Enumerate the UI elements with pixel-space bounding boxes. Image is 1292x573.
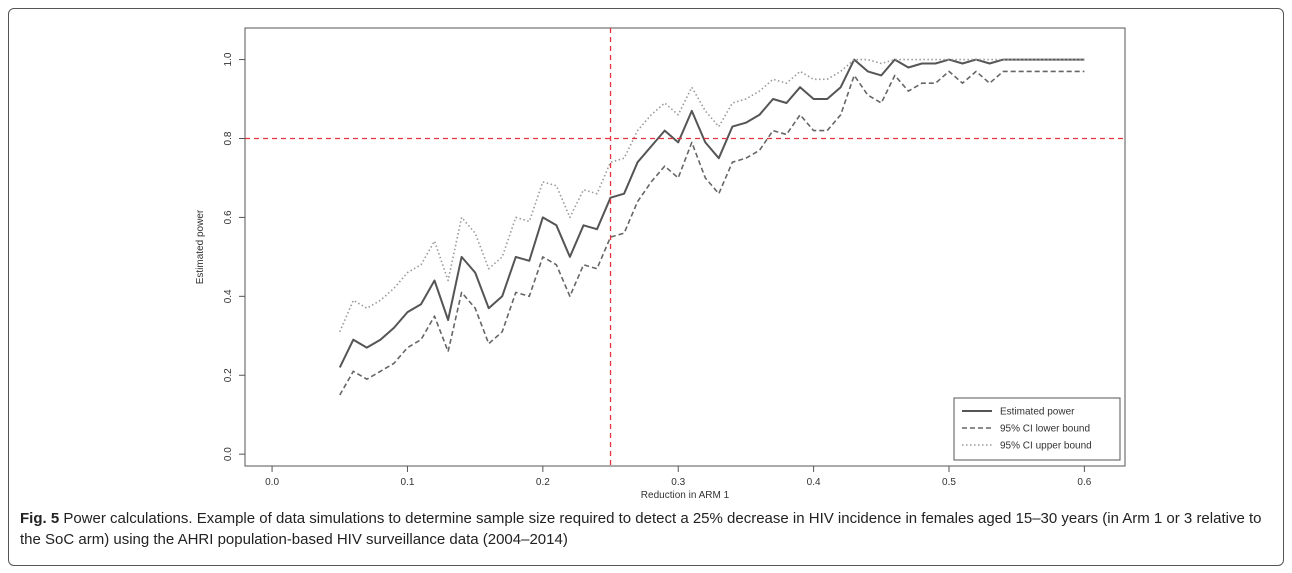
y-axis: 0.0 0.2 0.4 0.6 0.8 1.0 bbox=[223, 52, 245, 461]
x-tick-label: 0.0 bbox=[265, 477, 279, 488]
legend-box bbox=[953, 397, 1121, 461]
x-tick-label: 0.6 bbox=[1077, 477, 1091, 488]
legend-label: Estimated power bbox=[1000, 407, 1075, 418]
legend-label: 95% CI lower bound bbox=[1000, 424, 1090, 435]
x-tick-label: 0.5 bbox=[942, 477, 956, 488]
legend-label: 95% CI upper bound bbox=[1000, 441, 1092, 452]
series-line-ci-upper bbox=[339, 58, 1085, 333]
x-tick-label: 0.4 bbox=[807, 477, 821, 488]
series-layer bbox=[338, 58, 1085, 396]
y-tick-label: 0.4 bbox=[223, 289, 234, 303]
x-axis: 0.0 0.1 0.2 0.3 0.4 0.5 0.6 bbox=[265, 466, 1092, 488]
y-tick-label: 0.0 bbox=[223, 447, 234, 461]
x-tick-label: 0.3 bbox=[671, 477, 685, 488]
reference-lines bbox=[245, 28, 1125, 466]
caption-label: Fig. 5 bbox=[20, 510, 60, 527]
figure-caption: Fig. 5 Power calculations. Example of da… bbox=[20, 508, 1270, 550]
x-tick-label: 0.2 bbox=[536, 477, 550, 488]
series-line-ci-lower bbox=[339, 70, 1085, 396]
y-tick-label: 0.8 bbox=[223, 131, 234, 145]
y-tick-label: 1.0 bbox=[223, 52, 234, 66]
plot-box bbox=[244, 27, 1126, 467]
power-chart: 0.0 0.1 0.2 0.3 0.4 0.5 0.6 0.0 0.2 0.4 0.6 0.8 1.0… bbox=[195, 27, 1126, 501]
x-axis-title: Reduction in ARM 1 bbox=[641, 490, 730, 501]
y-tick-label: 0.6 bbox=[223, 210, 234, 224]
series-line-estimated-power bbox=[338, 58, 1085, 368]
legend: Estimated power 95% CI lower bound 95% CI … bbox=[953, 397, 1121, 461]
caption-text: Power calculations. Example of data simu… bbox=[20, 510, 1262, 548]
figure-frame bbox=[8, 8, 1284, 566]
y-tick-label: 0.2 bbox=[223, 368, 234, 382]
x-tick-label: 0.1 bbox=[401, 477, 415, 488]
y-axis-title: Estimated power bbox=[195, 209, 206, 284]
